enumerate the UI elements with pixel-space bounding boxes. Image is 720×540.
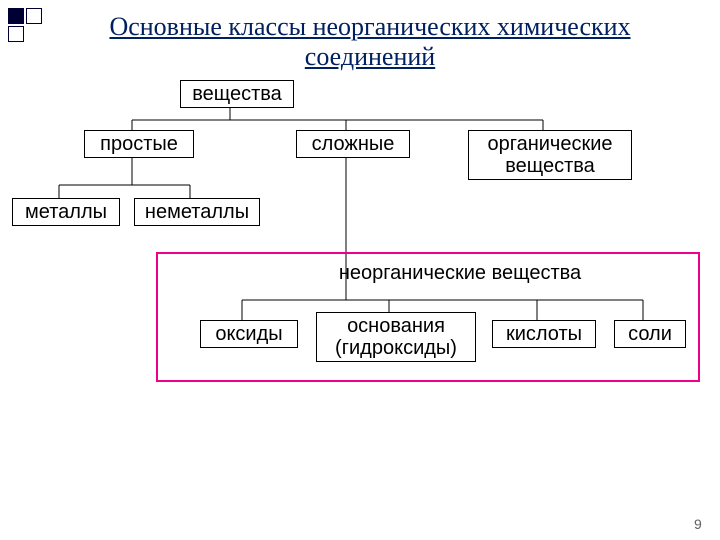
bullet-square-3: [8, 26, 24, 42]
node-nonmetals: неметаллы: [134, 198, 260, 226]
node-salts: соли: [614, 320, 686, 348]
page-title: Основные классы неорганических химически…: [60, 12, 680, 72]
bullet-square-2: [26, 8, 42, 24]
node-complex: сложные: [296, 130, 410, 158]
node-oxides: оксиды: [200, 320, 298, 348]
node-simple: простые: [84, 130, 194, 158]
node-bases: основания (гидроксиды): [316, 312, 476, 362]
node-substances: вещества: [180, 80, 294, 108]
page-number: 9: [694, 516, 702, 532]
node-metals: металлы: [12, 198, 120, 226]
bullet-square-1: [8, 8, 24, 24]
label-inorganic: неорганические вещества: [320, 262, 600, 285]
node-organic: органические вещества: [468, 130, 632, 180]
node-acids: кислоты: [492, 320, 596, 348]
